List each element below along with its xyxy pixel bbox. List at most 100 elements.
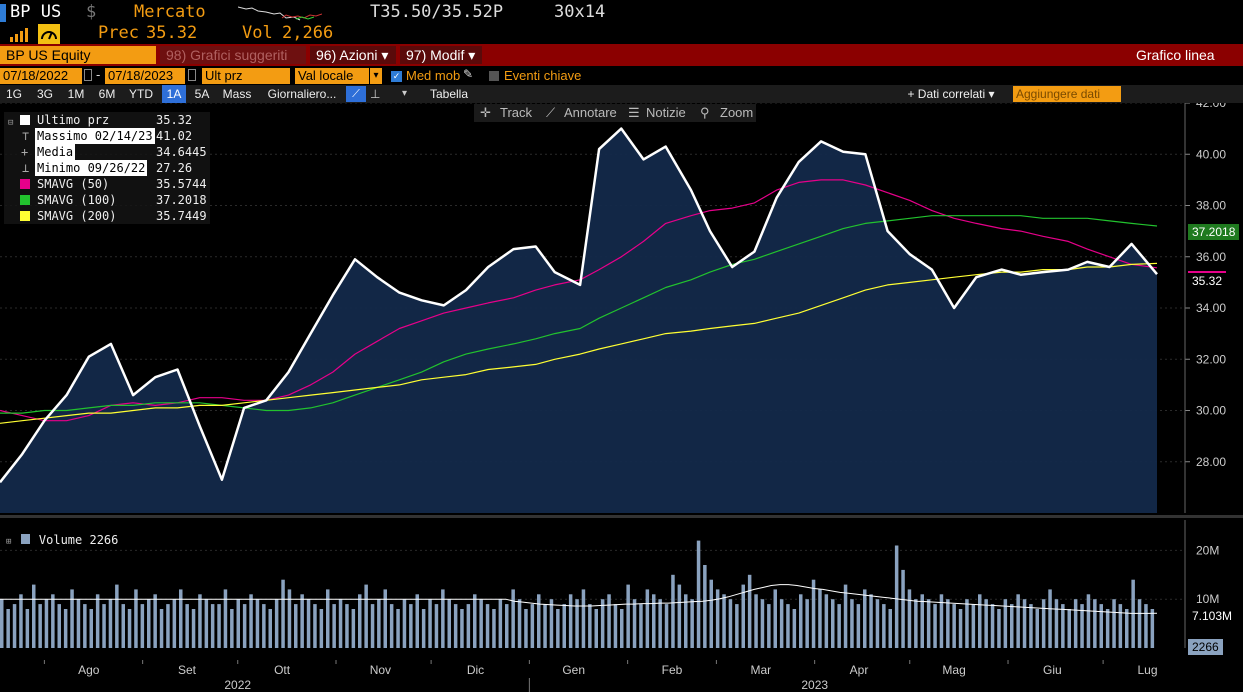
- volume-bar[interactable]: [971, 604, 976, 648]
- volume-bar[interactable]: [882, 604, 886, 648]
- volume-bar[interactable]: [779, 599, 784, 648]
- volume-bar[interactable]: [63, 609, 68, 648]
- volume-bar[interactable]: [351, 609, 356, 648]
- volume-bar[interactable]: [671, 574, 675, 648]
- volume-legend[interactable]: ⊞ Volume 2266: [6, 533, 118, 547]
- volume-bar[interactable]: [179, 589, 183, 648]
- volume-bar[interactable]: [907, 589, 912, 648]
- volume-bar[interactable]: [728, 599, 733, 648]
- volume-bar[interactable]: [588, 604, 592, 648]
- volume-bar[interactable]: [613, 604, 618, 648]
- volume-bar[interactable]: [824, 594, 829, 648]
- volume-bar[interactable]: [166, 604, 170, 648]
- volume-bar[interactable]: [760, 599, 765, 648]
- volume-bar[interactable]: [274, 599, 279, 648]
- volume-bar[interactable]: [549, 599, 554, 648]
- volume-bar[interactable]: [690, 599, 694, 648]
- volume-bar[interactable]: [1041, 599, 1046, 648]
- volume-bar[interactable]: [715, 589, 720, 648]
- volume-bar[interactable]: [402, 599, 407, 648]
- volume-bar[interactable]: [473, 594, 477, 648]
- line-chart-icon[interactable]: ⟋: [346, 86, 366, 102]
- volume-bar[interactable]: [262, 604, 266, 648]
- volume-bar[interactable]: [1144, 604, 1148, 648]
- volume-bar[interactable]: [12, 604, 17, 648]
- volume-bar[interactable]: [703, 565, 707, 648]
- volume-bar[interactable]: [735, 604, 739, 648]
- volume-bar[interactable]: [268, 609, 273, 648]
- volume-bar[interactable]: [568, 594, 573, 648]
- legend-row-last-price[interactable]: ⊟ Ultimo prz 35.32: [4, 112, 210, 128]
- volume-bar[interactable]: [1067, 609, 1072, 648]
- table-button[interactable]: Tabella: [429, 87, 469, 101]
- volume-bar[interactable]: [1150, 609, 1155, 648]
- volume-bar[interactable]: [543, 604, 547, 648]
- volume-bar[interactable]: [1048, 589, 1052, 648]
- volume-bar[interactable]: [786, 604, 790, 648]
- end-date-field[interactable]: 07/18/2023: [105, 68, 185, 84]
- volume-bar[interactable]: [453, 604, 458, 648]
- news-button[interactable]: Notizie: [646, 105, 686, 120]
- annotate-icon[interactable]: ⟋: [546, 105, 556, 120]
- volume-bar[interactable]: [984, 599, 988, 648]
- frequency-dropdown[interactable]: Giornaliero...: [267, 87, 337, 101]
- volume-bar[interactable]: [466, 604, 471, 648]
- zoom-button[interactable]: Zoom: [720, 105, 754, 120]
- volume-bar[interactable]: [562, 604, 567, 648]
- volume-bar[interactable]: [978, 594, 982, 648]
- volume-bar[interactable]: [479, 599, 483, 648]
- currency-field[interactable]: Val locale: [295, 68, 369, 84]
- volume-bar[interactable]: [249, 594, 253, 648]
- volume-bar[interactable]: [127, 609, 132, 648]
- chart-style-dropdown-icon[interactable]: ▾: [402, 88, 408, 99]
- volume-bar[interactable]: [389, 604, 394, 648]
- volume-bar[interactable]: [677, 584, 682, 648]
- volume-bar[interactable]: [856, 604, 861, 648]
- volume-bar[interactable]: [38, 604, 42, 648]
- volume-bar[interactable]: [524, 609, 528, 648]
- volume-bar[interactable]: [1118, 604, 1123, 648]
- volume-bar[interactable]: [792, 609, 797, 648]
- volume-bar[interactable]: [632, 599, 637, 648]
- volume-bar[interactable]: [537, 594, 541, 648]
- volume-bar[interactable]: [805, 599, 809, 648]
- volume-bar[interactable]: [492, 609, 496, 648]
- volume-bar[interactable]: [345, 604, 349, 648]
- tab-5a[interactable]: 5A: [194, 87, 210, 101]
- volume-bar[interactable]: [140, 604, 145, 648]
- volume-bar[interactable]: [1093, 599, 1097, 648]
- tab-1a[interactable]: 1A: [162, 85, 186, 103]
- volume-bar[interactable]: [6, 609, 10, 648]
- volume-bar[interactable]: [767, 604, 771, 648]
- volume-bar[interactable]: [1061, 604, 1065, 648]
- tab-6m[interactable]: 6M: [98, 87, 116, 101]
- volume-bar[interactable]: [76, 599, 81, 648]
- panel-divider[interactable]: [0, 515, 1243, 518]
- volume-bar[interactable]: [70, 589, 74, 648]
- volume-bar[interactable]: [236, 599, 241, 648]
- news-icon[interactable]: ☰: [628, 105, 640, 120]
- volume-bar[interactable]: [933, 604, 937, 648]
- volume-bar[interactable]: [901, 569, 905, 648]
- volume-bar[interactable]: [255, 599, 260, 648]
- volume-bar[interactable]: [722, 594, 726, 648]
- volume-bar[interactable]: [409, 604, 413, 648]
- volume-bar[interactable]: [837, 604, 841, 648]
- volume-bar[interactable]: [294, 604, 298, 648]
- volume-bar[interactable]: [1010, 604, 1014, 648]
- tab-ytd[interactable]: YTD: [129, 87, 153, 101]
- volume-bar[interactable]: [485, 604, 490, 648]
- volume-bar[interactable]: [332, 604, 336, 648]
- volume-bar[interactable]: [300, 594, 304, 648]
- pencil-icon[interactable]: ✎: [463, 67, 474, 81]
- volume-bar[interactable]: [658, 599, 662, 648]
- volume-bar[interactable]: [441, 589, 445, 648]
- volume-bar[interactable]: [850, 599, 854, 648]
- volume-moving-average-line[interactable]: [0, 584, 1158, 614]
- moving-average-checkbox[interactable]: ✓: [391, 71, 402, 82]
- volume-bar[interactable]: [198, 594, 202, 648]
- volume-bar[interactable]: [306, 599, 311, 648]
- volume-bar[interactable]: [990, 604, 995, 648]
- volume-bar[interactable]: [377, 599, 381, 648]
- tab-mass[interactable]: Mass: [222, 87, 252, 101]
